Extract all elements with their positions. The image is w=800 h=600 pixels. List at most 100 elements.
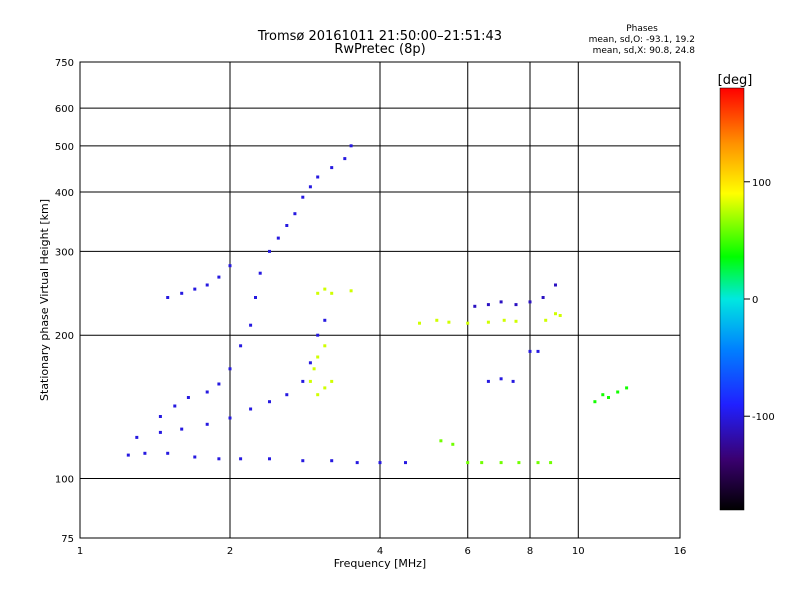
y-tick-label: 100 [55,475,74,486]
echo-point [349,289,353,293]
echo-point [466,321,470,325]
data-points [126,144,629,465]
echo-point [158,430,162,434]
echo-point [205,422,209,426]
y-tick-label: 200 [55,331,74,342]
y-tick-label: 500 [55,142,74,153]
echo-point [541,296,545,299]
echo-point [143,451,147,455]
plot-area: 1 2 4 6 8 10 16 75 100 200 300 400 500 600 750 [55,58,686,557]
echo-point [166,451,170,455]
echo-point [517,461,521,465]
echo-point [502,318,506,322]
colorbar-tick-label: -100 [752,412,775,423]
echo-point [330,166,334,170]
echo-point [308,185,312,189]
echo-point [499,300,503,304]
echo-point [349,144,353,148]
echo-point [343,157,347,161]
y-tick-label: 400 [55,188,74,199]
colorbar-tick-label: 0 [752,295,758,306]
y-tick-label: 750 [55,58,74,69]
echo-point [378,461,382,465]
echo-point [239,344,243,348]
echo-point [316,291,320,295]
echo-point [486,303,490,307]
phases-o-stat: mean, sd,O: -93.1, 19.2 [589,35,695,45]
y-tick-label: 600 [55,104,74,115]
echo-point [316,393,320,397]
phases-x-stat: mean, sd,X: 90.8, 24.8 [593,46,696,56]
echo-point [536,349,540,353]
x-tick-label: 8 [527,546,533,557]
x-tick-label: 16 [674,546,687,557]
echo-point [228,264,232,268]
chart-title: Tromsø 20161011 21:50:00–21:51:43 [257,29,502,44]
echo-point [193,455,197,459]
echo-point [205,390,209,394]
echo-point [126,453,130,457]
echo-point [435,318,439,322]
echo-point [514,303,518,307]
echo-point [499,461,503,465]
echo-point [544,318,548,322]
echo-point [558,314,562,317]
echo-point [554,312,557,316]
echo-point [554,283,557,287]
echo-point [330,291,334,295]
echo-point [268,457,271,461]
echo-point [217,382,221,386]
echo-point [323,344,327,348]
echo-point [193,287,197,291]
echo-point [308,361,312,365]
y-axis-ticks: 75 100 200 300 400 500 600 750 [55,58,74,545]
echo-point [593,400,597,404]
echo-point [249,407,253,411]
echo-point [625,386,629,390]
echo-point [439,439,443,443]
echo-point [228,416,232,420]
y-axis-label: Stationary phase Virtual Height [km] [38,199,51,401]
echo-point [451,442,455,446]
echo-point [418,321,421,325]
x-axis-label: Frequency [MHz] [334,557,426,570]
echo-point [205,283,209,287]
echo-point [330,459,334,463]
echo-point [447,320,451,324]
colorbar-label: [deg] [718,73,753,88]
echo-point [511,379,515,383]
echo-point [158,415,162,418]
echo-point [499,377,503,381]
echo-point [528,300,532,304]
echo-point [323,318,327,322]
echo-point [514,319,518,323]
echo-point [301,195,305,199]
echo-point [293,212,297,216]
x-tick-label: 1 [77,546,83,557]
echo-point [268,400,271,404]
colorbar: [deg] 100 0 -100 [718,73,775,511]
echo-point [180,291,184,295]
echo-point [258,271,262,275]
echo-point [404,461,407,465]
echo-point [249,323,253,327]
echo-point [355,461,359,465]
echo-point [285,393,289,397]
colorbar-tick-label: 100 [752,178,771,189]
echo-point [549,461,553,465]
echo-point [228,367,232,371]
echo-point [536,461,540,465]
echo-point [268,249,271,253]
echo-point [285,224,289,227]
echo-point [616,390,620,394]
echo-point [607,396,610,399]
x-tick-label: 4 [377,546,383,557]
echo-point [486,379,490,383]
echo-point [276,236,280,240]
x-tick-label: 10 [572,546,585,557]
echo-point [217,457,221,461]
chart-subtitle: RwPretec (8p) [334,42,425,57]
echo-point [316,355,320,359]
echo-point [486,320,490,324]
